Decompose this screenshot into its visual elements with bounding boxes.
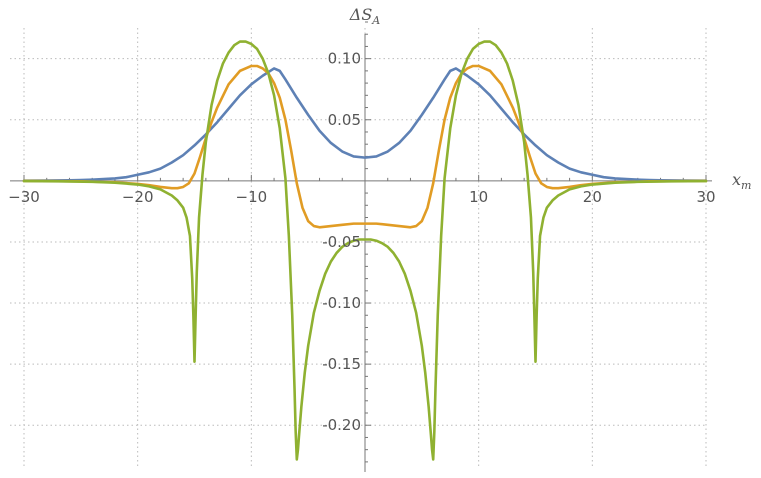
- x-tick-label: 20: [583, 188, 602, 206]
- x-axis-label-sub: m: [741, 179, 751, 192]
- y-tick-label: -0.20: [322, 416, 361, 434]
- x-tick-label: 10: [469, 188, 488, 206]
- y-tick-label: -0.15: [322, 355, 361, 373]
- tick-labels: −30 −20 −10 10 20 30 0.10 0.05 -0.05 -0.10 -0.15 -0…: [8, 50, 715, 435]
- y-tick-label: -0.10: [322, 294, 361, 312]
- axes: [10, 21, 712, 472]
- y-axis-label-sub: A: [371, 14, 380, 27]
- x-tick-label: 30: [696, 188, 715, 206]
- y-axis-label-base: ΔS: [349, 5, 373, 24]
- series-line-2: [22, 64, 708, 229]
- x-tick-label: −30: [8, 188, 40, 206]
- x-tick-label: −20: [122, 188, 154, 206]
- series-line-1: [22, 67, 708, 183]
- y-tick-label: 0.10: [328, 50, 361, 68]
- y-tick-label: -0.05: [322, 233, 361, 251]
- x-axis-label: xm: [732, 170, 751, 192]
- y-axis-label: ΔSA: [349, 5, 381, 27]
- y-tick-label: 0.05: [328, 111, 361, 129]
- series-lines: [22, 40, 708, 461]
- x-tick-label: −10: [236, 188, 268, 206]
- x-axis-label-base: x: [732, 170, 741, 189]
- series-line-3: [22, 40, 708, 461]
